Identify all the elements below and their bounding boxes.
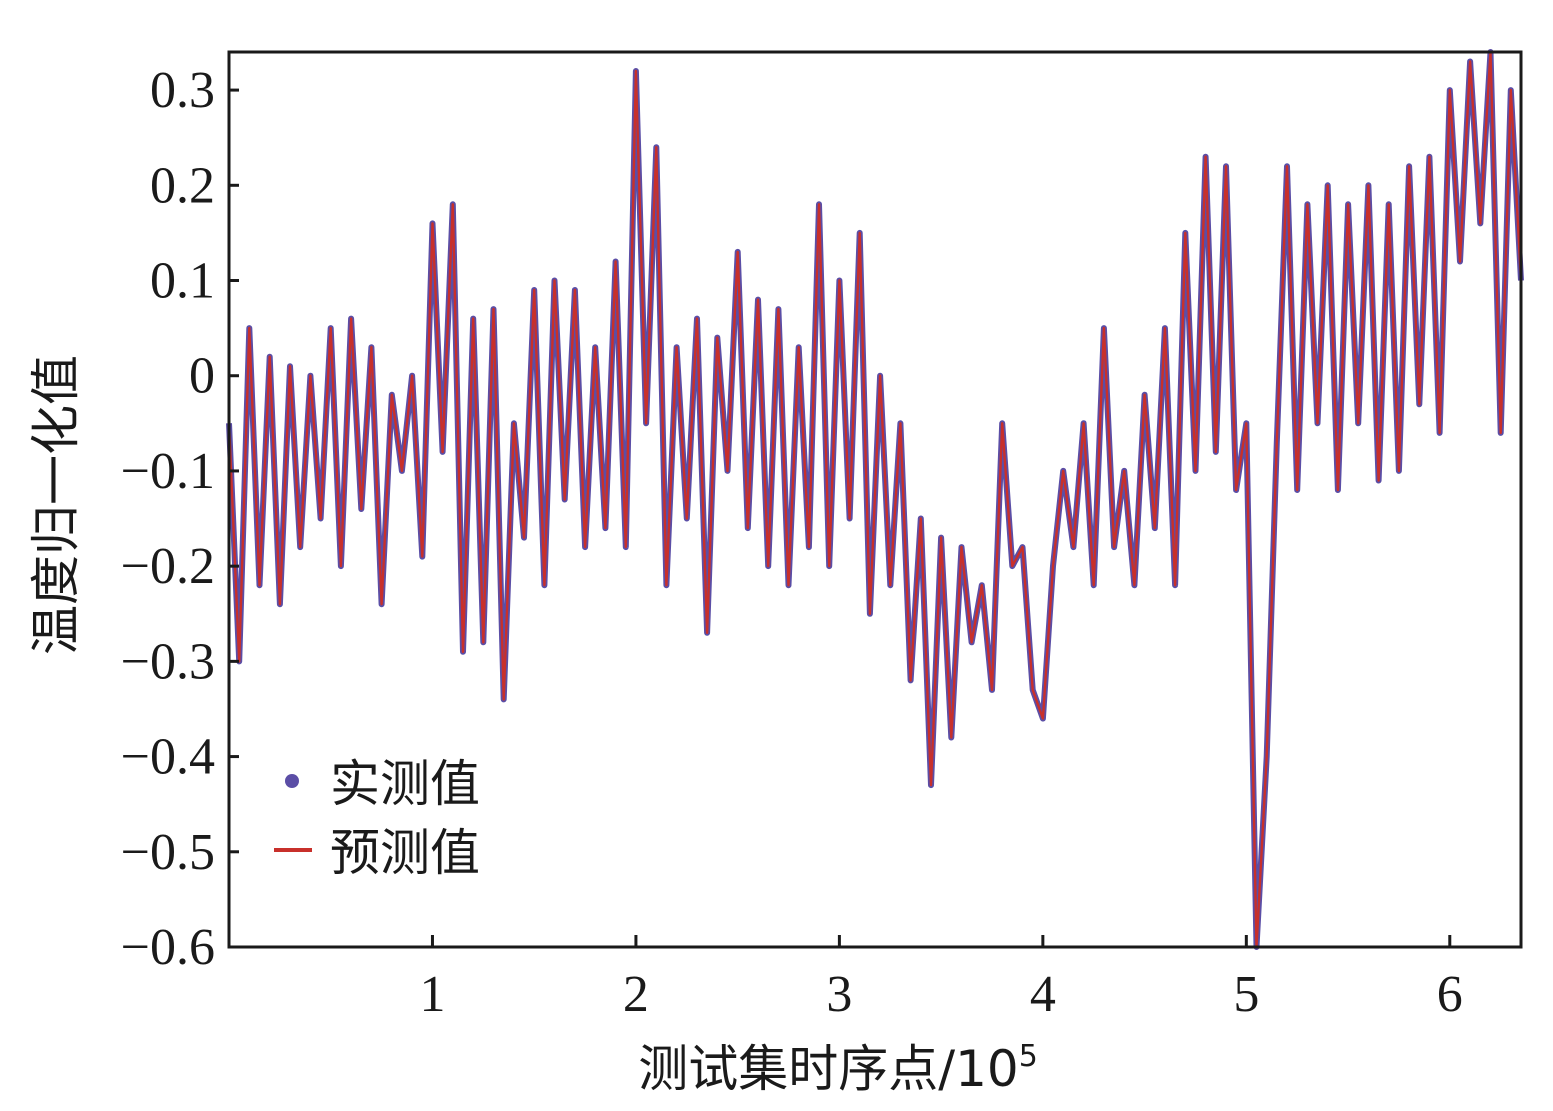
- legend-label-predicted: 预测值: [330, 824, 480, 882]
- x-tick-label: 5: [1233, 966, 1259, 1023]
- legend-label-measured: 实测值: [330, 755, 480, 813]
- x-tick-label: 4: [1030, 966, 1056, 1023]
- x-axis-title: 测试集时序点/105: [638, 1039, 1038, 1098]
- x-axis-title-main: 测试集时序点/10: [638, 1040, 1018, 1098]
- legend-marker-measured: [285, 774, 299, 788]
- y-tick-label: −0.4: [121, 729, 215, 786]
- series-group: [226, 49, 1524, 950]
- y-tick-label: 0.1: [150, 253, 215, 310]
- y-tick-label: −0.2: [121, 538, 215, 595]
- plot-frame: [227, 50, 1523, 949]
- x-tick-label: 3: [826, 966, 852, 1023]
- y-tick-label: −0.6: [121, 919, 215, 976]
- x-tick-label: 2: [623, 966, 649, 1023]
- x-axis-title-exponent: 5: [1019, 1039, 1038, 1074]
- series-predicted-line: [227, 50, 1523, 949]
- y-tick-label: 0.2: [150, 157, 215, 214]
- y-tick-label: 0: [189, 348, 215, 405]
- y-tick-label: 0.3: [150, 62, 215, 119]
- x-tick-label: 6: [1437, 966, 1463, 1023]
- y-tick-label: −0.5: [121, 824, 215, 881]
- x-tick-label: 1: [419, 966, 445, 1023]
- y-axis-title: 温度归一化值: [27, 355, 85, 655]
- y-tick-label: −0.1: [121, 443, 215, 500]
- y-tick-label: −0.3: [121, 633, 215, 690]
- axes: 0.3 0.2 0.1 0 −0.1 −0.2 −0.3 −0.4 −0.5 −0.6 1 2 3 4 5 6…: [27, 50, 1523, 1098]
